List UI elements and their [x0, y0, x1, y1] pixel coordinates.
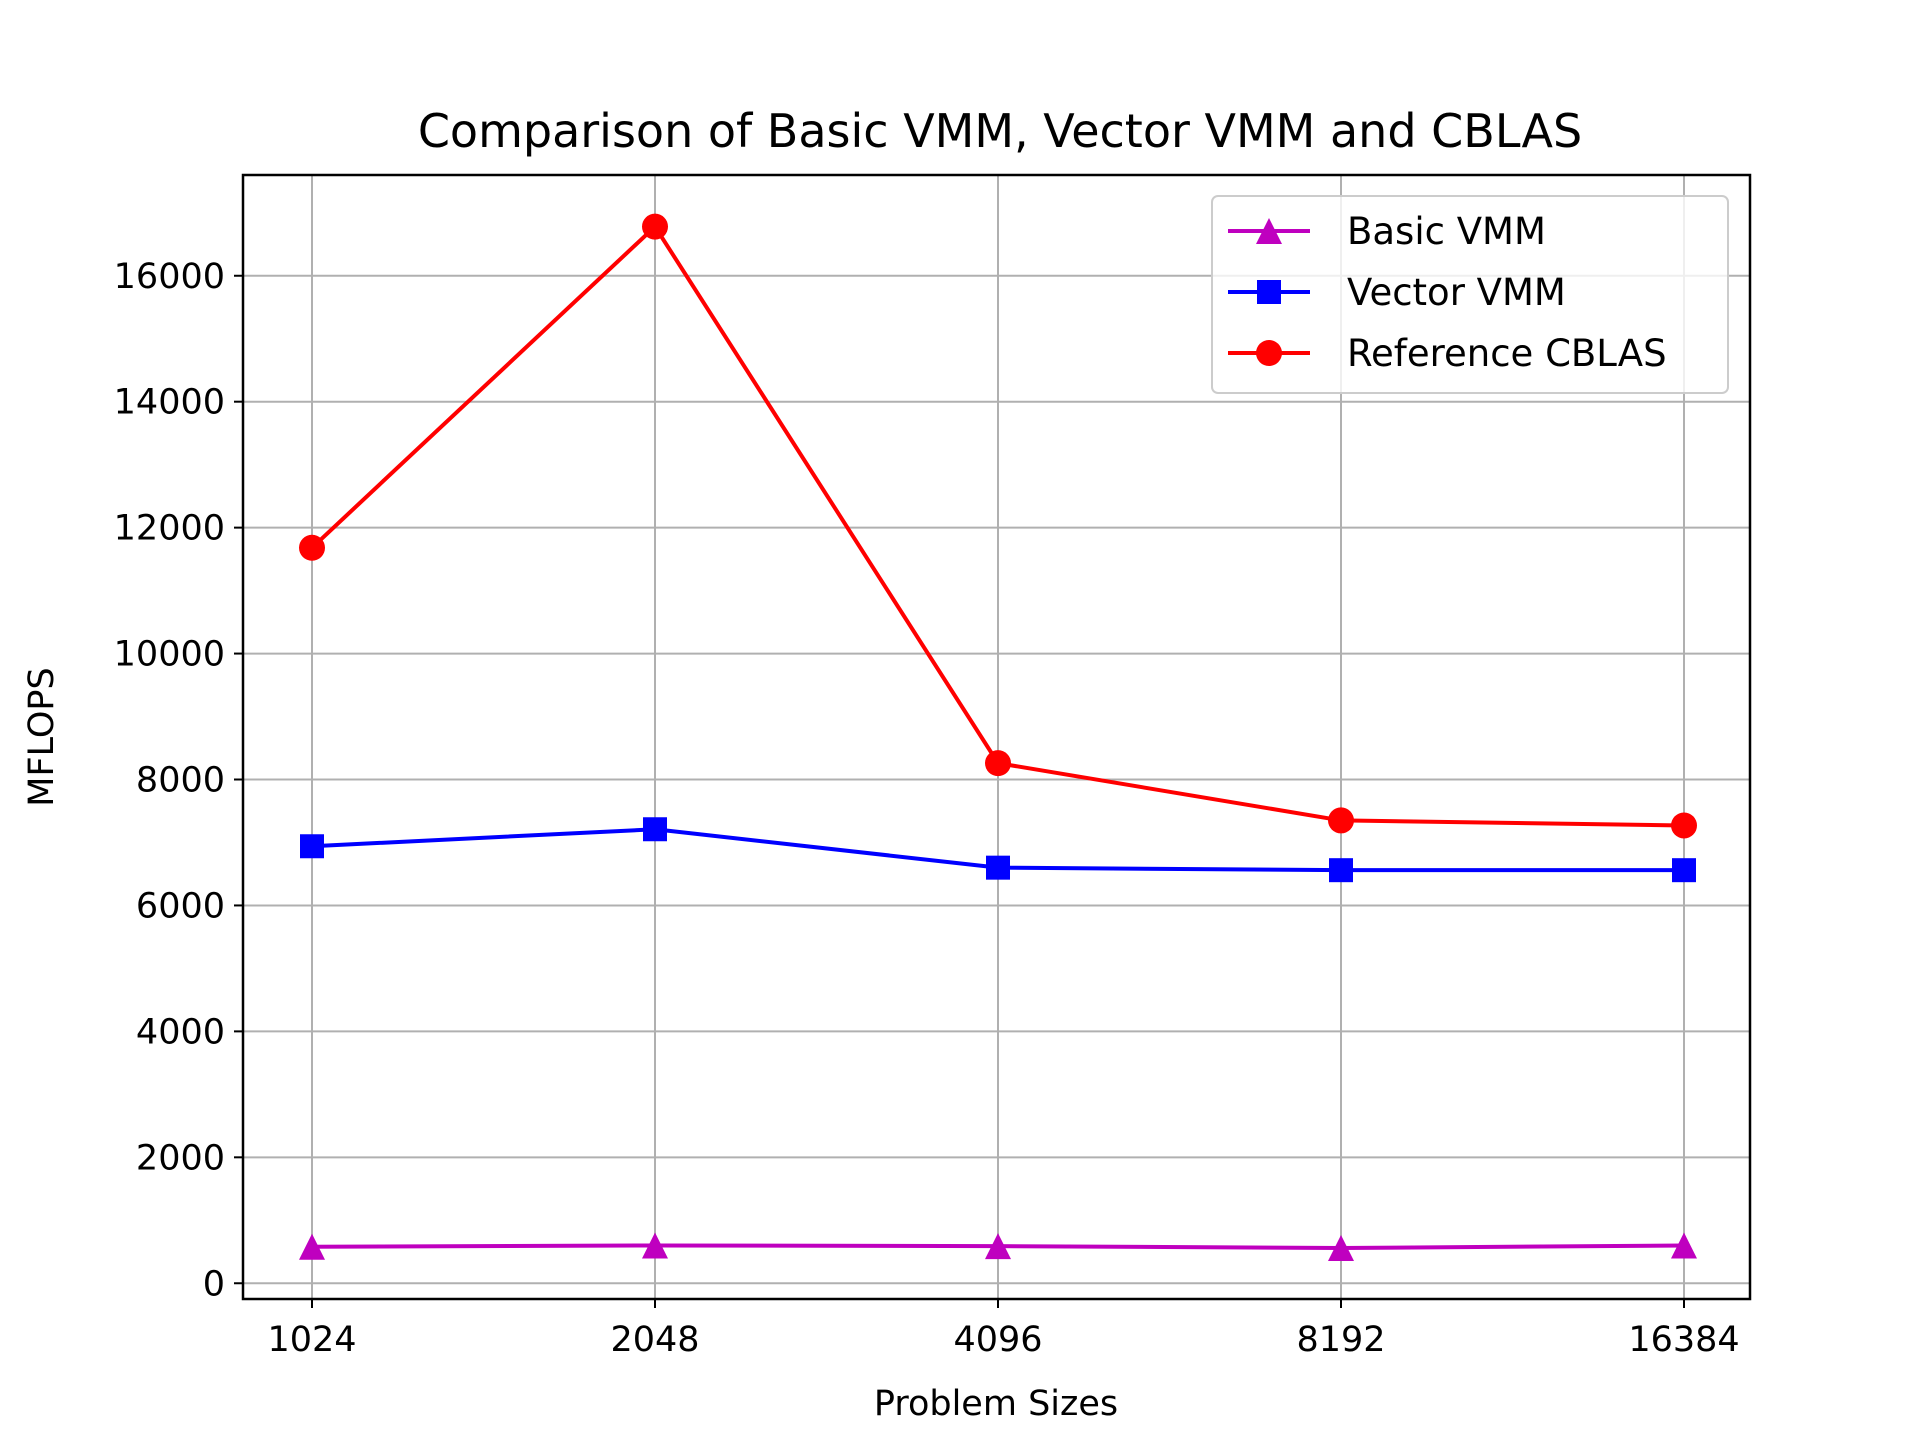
y-tick-label: 16000: [114, 257, 225, 297]
plot-area-frame: [241, 173, 1752, 1301]
y-tick-label: 6000: [136, 886, 225, 926]
legend-label-basic-vmm: Basic VMM: [1347, 210, 1546, 253]
series-vector-vmm: [300, 817, 1696, 883]
x-tick-label: 2048: [610, 1320, 699, 1360]
data-point: [1671, 1232, 1697, 1259]
legend-swatch-marker: [1256, 340, 1282, 366]
data-point: [1328, 807, 1354, 834]
series-basic-vmm: [299, 1232, 1697, 1261]
x-tick-label: 16384: [1628, 1320, 1739, 1360]
data-point: [985, 1233, 1011, 1260]
y-tick-label: 10000: [114, 635, 225, 675]
data-point: [985, 750, 1011, 777]
y-tick-label: 4000: [136, 1012, 225, 1052]
chart-title: Comparison of Basic VMM, Vector VMM and …: [418, 104, 1582, 158]
legend-swatch-marker: [1257, 280, 1281, 304]
data-point: [299, 1233, 325, 1260]
data-point: [1329, 858, 1353, 883]
x-tick-label: 8192: [1296, 1320, 1385, 1360]
x-tick-label: 4096: [953, 1320, 1042, 1360]
legend-swatch-marker: [1256, 218, 1282, 244]
y-axis-label: MFLOPS: [22, 667, 62, 806]
x-axis: 1024 2048 4096 8192 16384: [267, 1299, 1740, 1360]
plot-series: [299, 213, 1697, 1261]
legend-label-vector-vmm: Vector VMM: [1347, 271, 1566, 314]
data-point: [299, 534, 325, 561]
grid: [243, 175, 1750, 1299]
y-tick-label: 14000: [114, 383, 225, 423]
legend-label-reference-cblas: Reference CBLAS: [1347, 332, 1667, 375]
y-tick-label: 2000: [136, 1138, 225, 1178]
series-reference-cblas: [299, 213, 1697, 839]
data-point: [300, 834, 324, 859]
legend-swatches: [1228, 218, 1310, 366]
data-point: [642, 213, 668, 240]
data-point: [642, 1232, 668, 1259]
data-point: [643, 817, 667, 842]
data-point: [1328, 1234, 1354, 1261]
y-tick-label: 8000: [136, 761, 225, 801]
legend: Basic VMM Vector VMM Reference CBLAS: [1211, 195, 1729, 394]
data-point: [986, 855, 1010, 880]
data-point: [1672, 858, 1696, 883]
data-point: [1671, 812, 1697, 839]
x-tick-label: 1024: [267, 1320, 356, 1360]
y-tick-label: 12000: [114, 509, 225, 549]
y-axis: 0 2000 4000 6000 8000 10000 12000 14000 16000: [114, 257, 243, 1304]
legend-box: [1211, 195, 1729, 394]
y-tick-label: 0: [203, 1264, 225, 1304]
x-axis-label: Problem Sizes: [874, 1384, 1118, 1424]
